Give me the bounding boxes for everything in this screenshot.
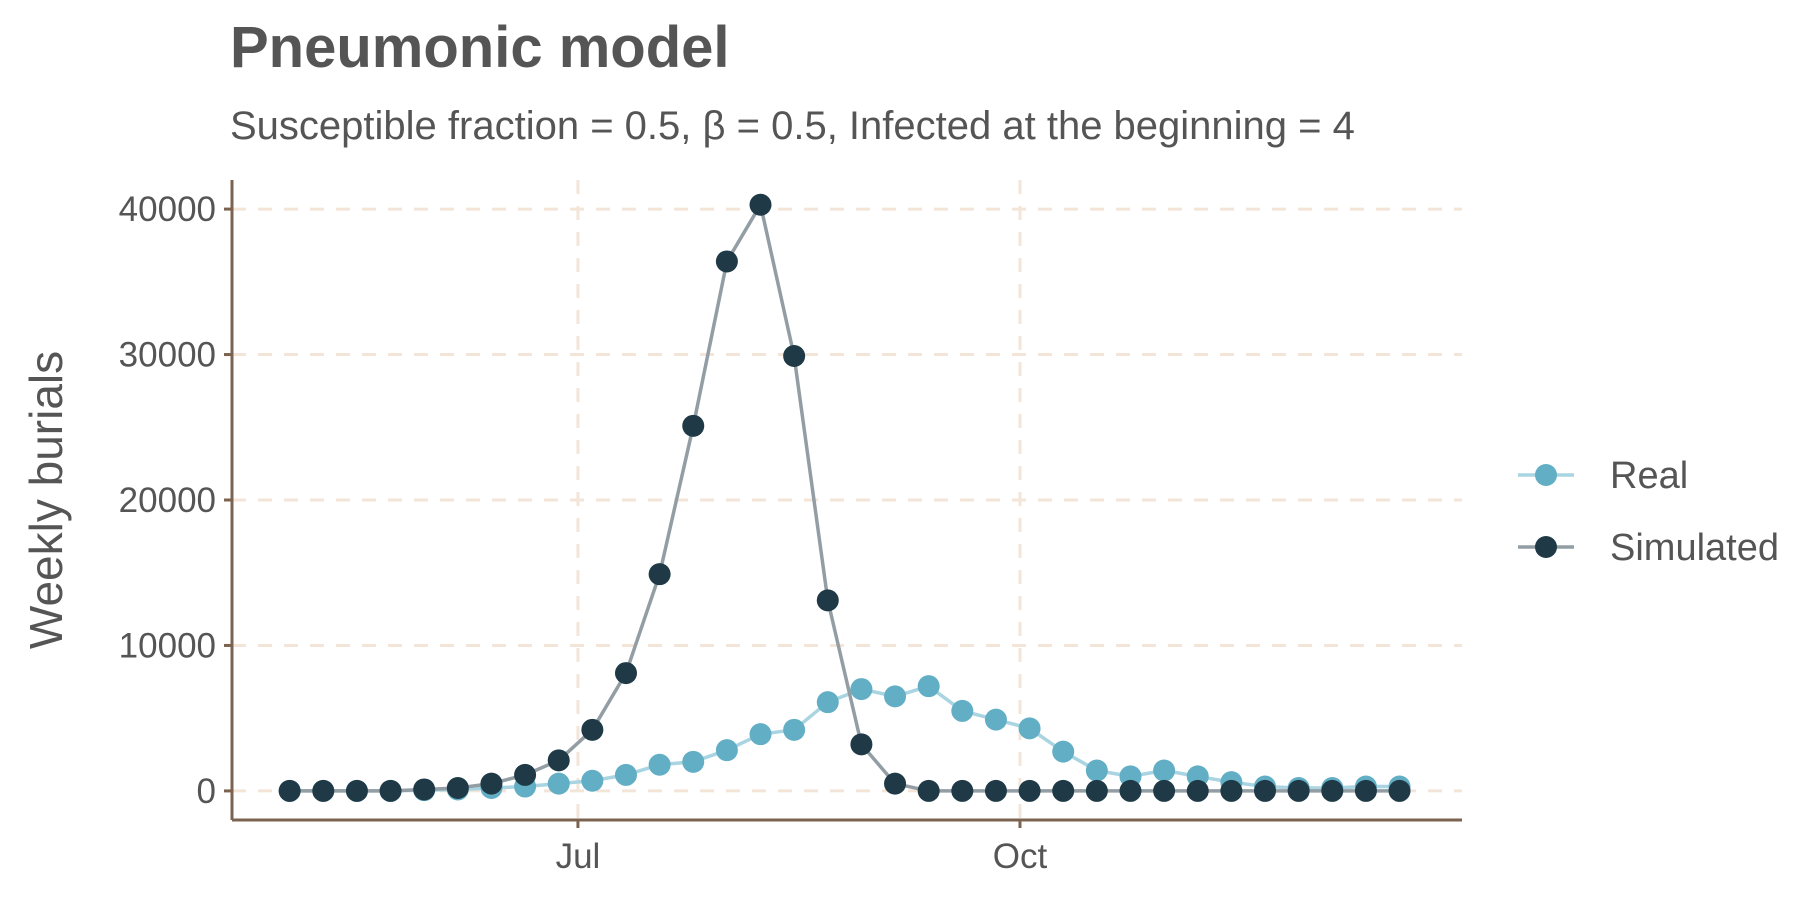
y-tick-label: 40000 — [119, 190, 216, 229]
series-line-simulated — [289, 202, 1400, 793]
data-point-simulated — [1186, 779, 1209, 802]
data-point-simulated — [581, 718, 604, 741]
x-tick-label: Oct — [993, 837, 1048, 876]
chart-subtitle: Susceptible fraction = 0.5, β = 0.5, Inf… — [230, 104, 1355, 148]
data-point-real — [850, 678, 873, 701]
data-point-real — [682, 750, 705, 773]
y-tick-label: 10000 — [119, 626, 216, 665]
data-point-real — [749, 723, 772, 746]
data-point-simulated — [278, 779, 301, 802]
data-point-simulated — [480, 772, 503, 795]
y-tick-label: 30000 — [119, 336, 216, 375]
data-point-simulated — [884, 772, 907, 795]
data-point-simulated — [715, 250, 738, 273]
data-point-simulated — [917, 779, 940, 802]
data-point-real — [1085, 759, 1108, 782]
data-point-simulated — [951, 779, 974, 802]
chart-title: Pneumonic model — [230, 15, 730, 80]
data-point-simulated — [1388, 779, 1411, 802]
data-point-simulated — [783, 345, 806, 367]
data-point-simulated — [1354, 779, 1377, 802]
legend-label-simulated: Simulated — [1610, 527, 1779, 569]
y-tick-label: 0 — [197, 772, 216, 811]
data-point-real — [783, 718, 806, 741]
data-point-simulated — [1018, 779, 1041, 802]
data-point-real — [884, 685, 907, 708]
y-axis-title: Weekly burials — [20, 351, 72, 649]
data-point-real — [1153, 759, 1176, 782]
data-point-real — [1018, 717, 1041, 740]
data-point-simulated — [984, 779, 1007, 802]
data-point-simulated — [614, 662, 637, 685]
data-point-simulated — [648, 563, 671, 586]
data-point-simulated — [850, 733, 873, 756]
data-point-simulated — [816, 589, 839, 612]
data-point-simulated — [1321, 779, 1344, 802]
data-point-simulated — [312, 779, 335, 802]
data-point-real — [1052, 740, 1075, 763]
legend-key-point — [1535, 464, 1557, 486]
data-point-real — [984, 708, 1007, 731]
data-point-simulated — [1220, 779, 1243, 802]
data-point-real — [951, 699, 974, 722]
data-point-real — [816, 691, 839, 714]
data-point-simulated — [1287, 779, 1310, 802]
data-point-simulated — [547, 749, 570, 772]
series-line-real — [289, 684, 1400, 793]
data-point-real — [715, 739, 738, 762]
data-point-simulated — [749, 193, 772, 216]
y-tick-label: 20000 — [119, 481, 216, 520]
data-point-real — [648, 753, 671, 776]
data-point-real — [917, 675, 940, 698]
data-point-simulated — [1052, 779, 1075, 802]
data-point-simulated — [1119, 779, 1142, 802]
legend-label-real: Real — [1610, 455, 1688, 497]
data-point-simulated — [379, 779, 402, 802]
data-point-real — [581, 769, 604, 792]
x-tick-label: Jul — [556, 837, 601, 876]
data-point-simulated — [345, 779, 368, 802]
data-point-simulated — [1085, 779, 1108, 802]
data-point-simulated — [682, 414, 705, 437]
data-point-simulated — [413, 778, 436, 801]
data-point-simulated — [446, 777, 469, 799]
data-point-simulated — [1254, 779, 1277, 802]
data-point-real — [547, 772, 570, 795]
data-point-real — [614, 763, 637, 786]
data-point-simulated — [1153, 779, 1176, 802]
data-point-simulated — [514, 763, 537, 786]
legend-key-point — [1535, 536, 1557, 558]
